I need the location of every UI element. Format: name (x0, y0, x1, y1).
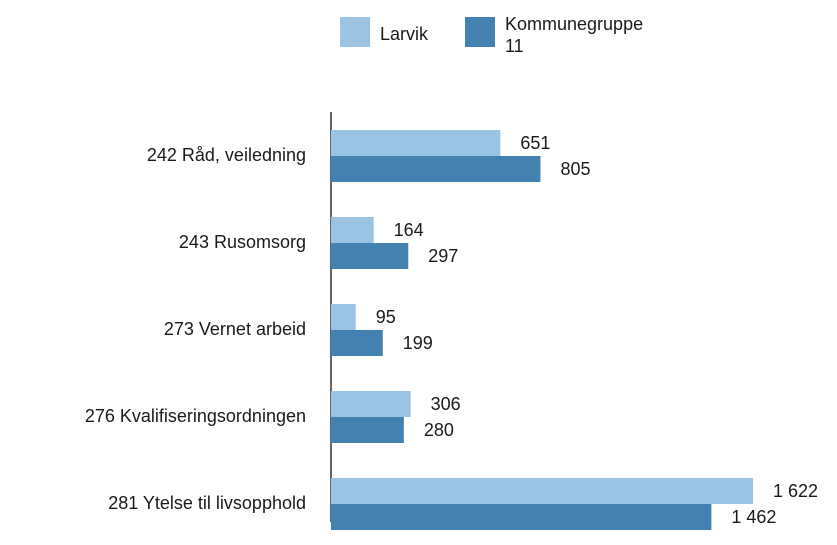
bar (331, 217, 374, 243)
value-label: 164 (394, 220, 424, 240)
bar (331, 156, 541, 182)
category-label: 243 Rusomsorg (179, 232, 306, 252)
bar (331, 478, 753, 504)
category-label: 242 Råd, veiledning (147, 145, 306, 165)
legend-label: Kommunegruppe 11 (505, 14, 644, 56)
legend-swatch (340, 17, 370, 47)
value-label: 297 (428, 246, 458, 266)
legend-label: Larvik (380, 24, 429, 44)
category-label: 281 Ytelse til livsopphold (108, 493, 306, 513)
legend-item: Kommunegruppe 11 (465, 13, 645, 57)
bar (331, 391, 411, 417)
value-label: 805 (560, 159, 590, 179)
legend-swatch (465, 17, 495, 47)
value-label: 651 (520, 133, 550, 153)
value-label: 1 622 (773, 481, 818, 501)
category-label: 273 Vernet arbeid (164, 319, 306, 339)
value-label: 199 (403, 333, 433, 353)
bar (331, 243, 409, 269)
bar (331, 504, 712, 530)
bar (331, 417, 404, 443)
bar (331, 130, 501, 156)
category-label: 276 Kvalifiseringsordningen (85, 406, 306, 426)
value-label: 280 (424, 420, 454, 440)
bar (331, 330, 383, 356)
value-label: 1 462 (731, 507, 776, 527)
value-label: 306 (431, 394, 461, 414)
value-label: 95 (376, 307, 396, 327)
bar (331, 304, 356, 330)
legend-item: Larvik (340, 13, 520, 47)
